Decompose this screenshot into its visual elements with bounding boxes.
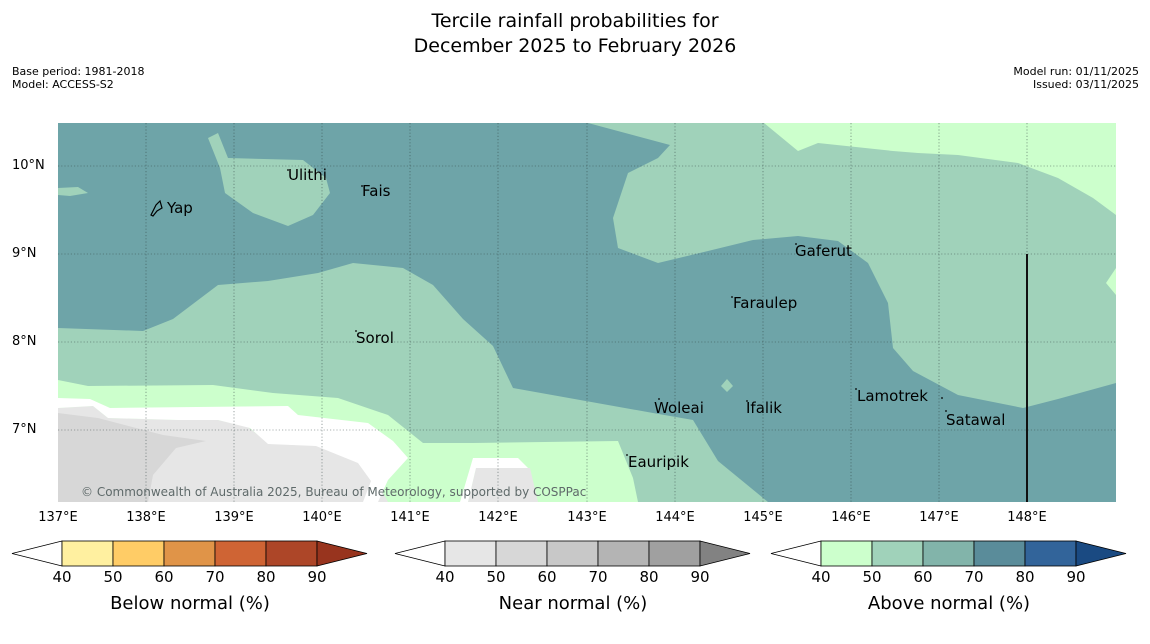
below-swatch-40-50 [61, 540, 114, 567]
gap-band-sw [58, 398, 408, 502]
lon-label-140e: 140°E [302, 510, 342, 525]
above-tick-90: 90 [1066, 568, 1086, 586]
above-normal-label: Above normal (%) [867, 593, 1031, 614]
above-tick-50: 50 [862, 568, 882, 586]
lon-label-143e: 143°E [567, 510, 607, 525]
above-extend-low [770, 540, 822, 567]
gap-band-bay [460, 458, 528, 502]
base-period: Base period: 1981-2018 [12, 65, 145, 78]
near-swatch-80-90 [648, 540, 701, 567]
above-extend-high [1075, 540, 1127, 567]
place-woleai: Woleai [654, 399, 704, 417]
place-yap: Yap [166, 199, 193, 217]
region-above-50-60-ulithi [208, 133, 330, 226]
above-swatch-80-90 [1024, 540, 1077, 567]
place-ulithi: Ulithi [288, 166, 327, 184]
below-tick-50: 50 [103, 568, 123, 586]
title-line-2: December 2025 to February 2026 [413, 35, 737, 57]
below-tick-70: 70 [205, 568, 225, 586]
place-gaferut: Gaferut [795, 242, 852, 260]
region-above-40-50-east [1106, 268, 1116, 295]
region-above-40-50-northeast [764, 123, 1116, 215]
near-extend-low [394, 540, 446, 567]
lat-label-7n: 7°N [12, 422, 37, 437]
near-tick-50: 50 [486, 568, 506, 586]
region-above-50-60-west [58, 187, 88, 196]
lon-label-145e: 145°E [743, 510, 783, 525]
lon-label-141e: 141°E [390, 510, 430, 525]
title-line-1: Tercile rainfall probabilities for [431, 10, 719, 32]
region-near-50-60 [58, 413, 206, 502]
lat-label-10n: 10°N [12, 158, 45, 173]
near-swatch-70-80 [597, 540, 650, 567]
near-swatch-60-70 [546, 540, 599, 567]
near-tick-40: 40 [435, 568, 455, 586]
region-near-40-50-bay [468, 468, 538, 502]
place-sorol: Sorol [356, 329, 394, 347]
below-tick-60: 60 [154, 568, 174, 586]
colorbar-near [394, 540, 751, 567]
lat-label-9n: 9°N [12, 246, 37, 261]
below-swatch-80-90 [265, 540, 318, 567]
above-tick-70: 70 [964, 568, 984, 586]
below-extend-low [11, 540, 63, 567]
above-tick-80: 80 [1015, 568, 1035, 586]
above-swatch-60-70 [922, 540, 975, 567]
near-normal-label: Near normal (%) [498, 593, 648, 614]
meta-right: Model run: 01/11/2025 Issued: 03/11/2025 [1013, 65, 1139, 91]
above-swatch-40-50 [820, 540, 873, 567]
near-tick-80: 80 [639, 568, 659, 586]
near-swatch-50-60 [495, 540, 548, 567]
below-swatch-60-70 [163, 540, 216, 567]
lon-label-146e: 146°E [831, 510, 871, 525]
place-ifalik: Ifalik [746, 399, 782, 417]
colorbar-above [770, 540, 1127, 567]
above-tick-40: 40 [811, 568, 831, 586]
near-tick-70: 70 [588, 568, 608, 586]
lon-label-138e: 138°E [126, 510, 166, 525]
yap-island [150, 199, 163, 217]
lon-label-142e: 142°E [478, 510, 518, 525]
issued-date: Issued: 03/11/2025 [1032, 78, 1139, 91]
islet-patch [721, 379, 733, 392]
model-name: Model: ACCESS-S2 [12, 78, 114, 91]
region-above-50-60-northeast [588, 123, 1116, 501]
near-tick-90: 90 [690, 568, 710, 586]
below-extend-high [316, 540, 368, 567]
copyright-notice: © Commonwealth of Australia 2025, Bureau… [81, 485, 586, 499]
lon-label-148e: 148°E [1007, 510, 1047, 525]
lat-label-8n: 8°N [12, 334, 37, 349]
colorbar-below [11, 540, 368, 567]
near-swatch-40-50 [444, 540, 497, 567]
place-faraulep: Faraulep [733, 294, 797, 312]
place-fais: Fais [362, 182, 391, 200]
probability-map[interactable]: Ulithi Yap Fais Gaferut Faraulep Sorol W… [58, 123, 1116, 502]
below-swatch-50-60 [112, 540, 165, 567]
lon-label-144e: 144°E [655, 510, 695, 525]
below-tick-40: 40 [52, 568, 72, 586]
lon-label-137e: 137°E [38, 510, 78, 525]
near-extend-high [699, 540, 751, 567]
island-markers [287, 169, 947, 456]
lon-label-139e: 139°E [214, 510, 254, 525]
below-swatch-70-80 [214, 540, 267, 567]
meta-left: Base period: 1981-2018 Model: ACCESS-S2 [12, 65, 144, 91]
place-eauripik: Eauripik [628, 453, 689, 471]
above-tick-60: 60 [913, 568, 933, 586]
below-normal-label: Below normal (%) [110, 593, 270, 614]
lon-label-147e: 147°E [919, 510, 959, 525]
below-tick-90: 90 [307, 568, 327, 586]
model-run: Model run: 01/11/2025 [1013, 65, 1139, 78]
below-tick-80: 80 [256, 568, 276, 586]
above-swatch-50-60 [871, 540, 924, 567]
above-swatch-70-80 [973, 540, 1026, 567]
place-satawal: Satawal [946, 411, 1005, 429]
place-lamotrek: Lamotrek [857, 387, 928, 405]
near-tick-60: 60 [537, 568, 557, 586]
